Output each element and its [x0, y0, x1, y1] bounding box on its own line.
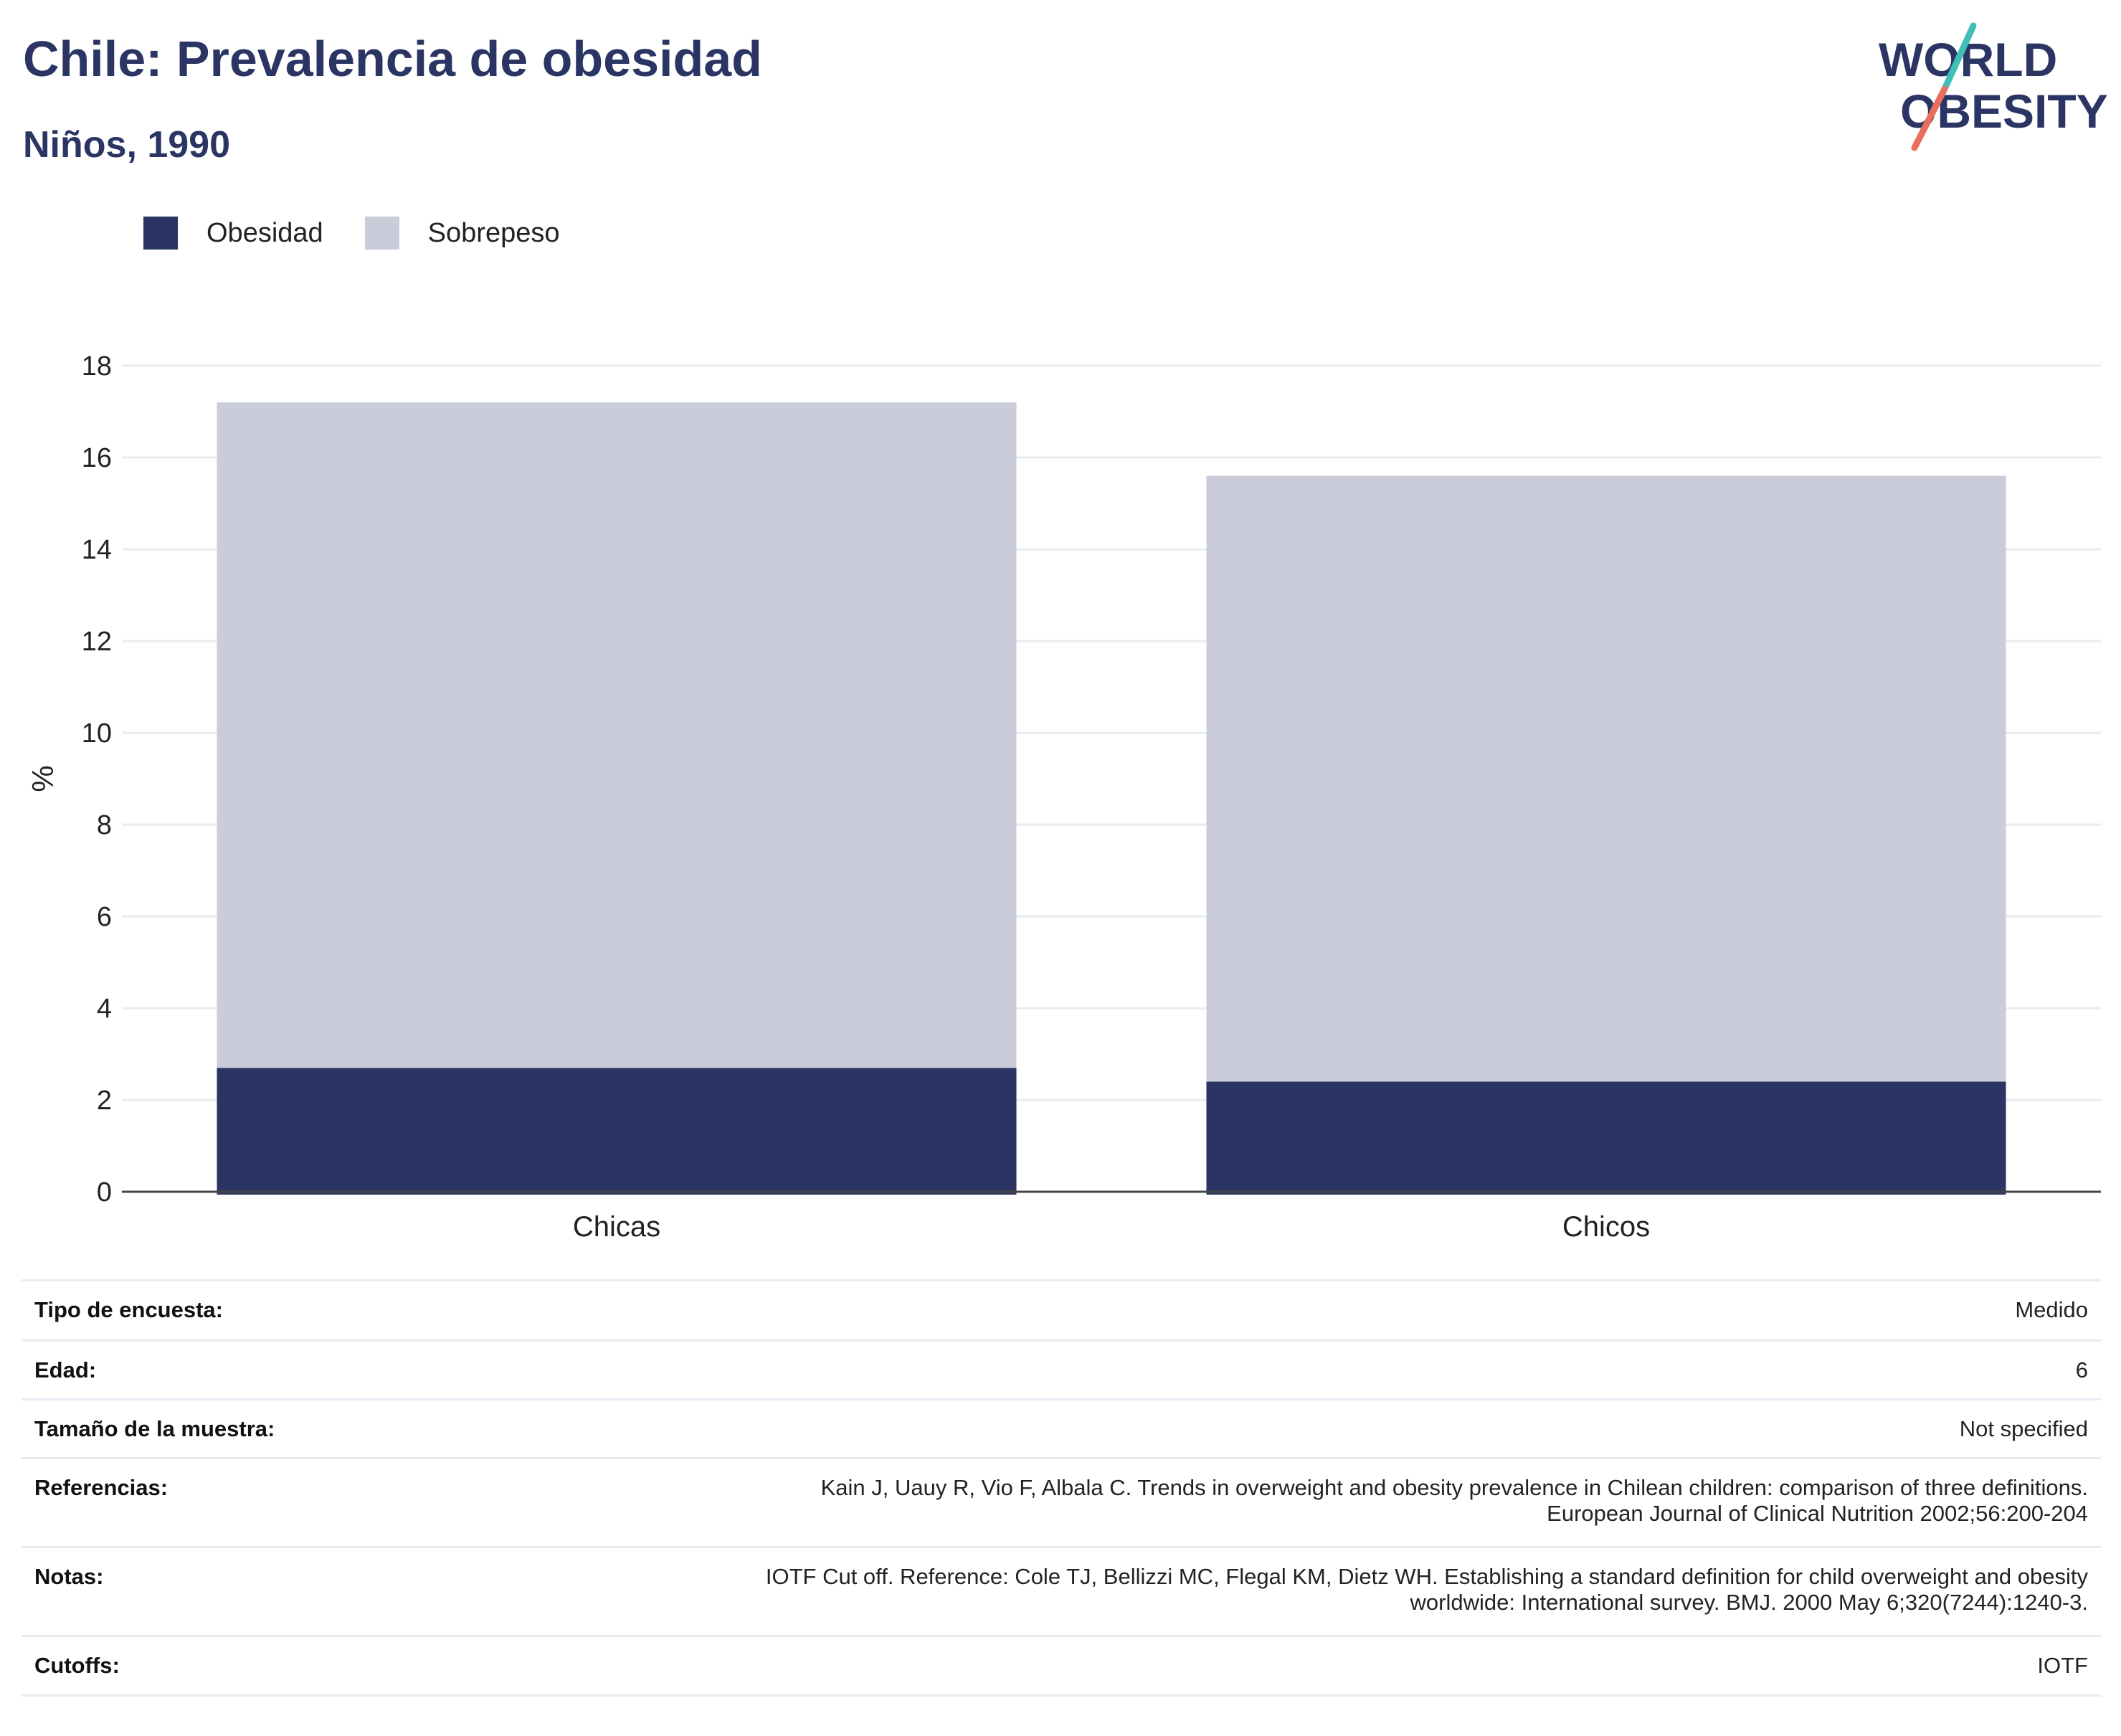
meta-row: Referencias: Kain J, Uauy R, Vio F, Albal… [22, 1457, 2101, 1546]
stacked-bar-chart: 0 2 4 6 8 10 12 14 16 18 Chicas Chicos % [26, 351, 2101, 1243]
meta-row: Tamaño de la muestra: Not specified [22, 1398, 2101, 1457]
meta-value: 6 [2075, 1357, 2088, 1382]
x-tick-label: Chicas [573, 1211, 660, 1243]
y-axis-ticks: 0 2 4 6 8 10 12 14 16 18 [82, 351, 112, 1208]
x-tick-label: Chicos [1562, 1211, 1650, 1243]
logo-slash-teal [1941, 22, 1977, 93]
meta-value: IOTF [2037, 1653, 2088, 1678]
meta-row: Edad: 6 [22, 1339, 2101, 1398]
bar-obesidad-chicos[interactable] [1206, 1081, 2006, 1195]
y-tick-label: 4 [97, 994, 112, 1024]
y-tick-label: 18 [82, 351, 112, 381]
chart-subtitle: Niños, 1990 [23, 124, 231, 166]
legend-swatch-sobrepeso [364, 217, 399, 250]
y-tick-label: 10 [82, 718, 112, 749]
y-tick-label: 8 [97, 810, 112, 840]
survey-details-table: Tipo de encuesta: Medido Edad: 6 Tamaño de l… [22, 1279, 2101, 1697]
legend-item-sobrepeso[interactable]: Sobrepeso [364, 217, 560, 250]
bars [217, 402, 2006, 1195]
bar-obesidad-chicas[interactable] [217, 1068, 1017, 1195]
y-axis-label: % [26, 765, 60, 792]
y-tick-label: 6 [97, 902, 112, 932]
y-tick-label: 16 [82, 443, 112, 473]
meta-row: Tipo de encuesta: Medido [22, 1279, 2101, 1339]
world-obesity-logo: WORLD OBESITY [1879, 22, 2108, 151]
meta-key: Cutoffs: [34, 1653, 120, 1678]
meta-row: Cutoffs: IOTF [22, 1635, 2101, 1697]
meta-key: Tipo de encuesta: [34, 1297, 223, 1322]
chart-title: Chile: Prevalencia de obesidad [23, 31, 762, 87]
legend-item-obesidad[interactable]: Obesidad [143, 217, 323, 250]
legend-swatch-obesidad [143, 217, 178, 250]
meta-row: Notas: IOTF Cut off. Reference: Cole TJ, … [22, 1546, 2101, 1635]
x-axis-ticks: Chicas Chicos [573, 1211, 1650, 1243]
meta-key: Notas: [34, 1564, 104, 1589]
legend-label-sobrepeso: Sobrepeso [427, 217, 560, 248]
bar-sobrepeso-chicas[interactable] [217, 402, 1017, 1068]
bar-sobrepeso-chicos[interactable] [1206, 475, 2006, 1082]
meta-value: IOTF Cut off. Reference: Cole TJ, Belliz… [765, 1564, 2088, 1615]
y-tick-label: 2 [97, 1086, 112, 1116]
meta-key: Edad: [34, 1357, 97, 1382]
meta-value: Not specified [1959, 1416, 2088, 1441]
legend-label-obesidad: Obesidad [207, 217, 323, 248]
y-tick-label: 0 [97, 1177, 112, 1208]
legend: Obesidad Sobrepeso [143, 214, 601, 252]
meta-value: Medido [2015, 1297, 2088, 1322]
meta-value: Kain J, Uauy R, Vio F, Albala C. Trends … [820, 1475, 2088, 1526]
y-tick-label: 12 [82, 627, 112, 657]
meta-key: Tamaño de la muestra: [34, 1416, 275, 1441]
y-tick-label: 14 [82, 535, 112, 565]
meta-key: Referencias: [34, 1475, 169, 1500]
logo-slash-coral [1911, 85, 1948, 151]
